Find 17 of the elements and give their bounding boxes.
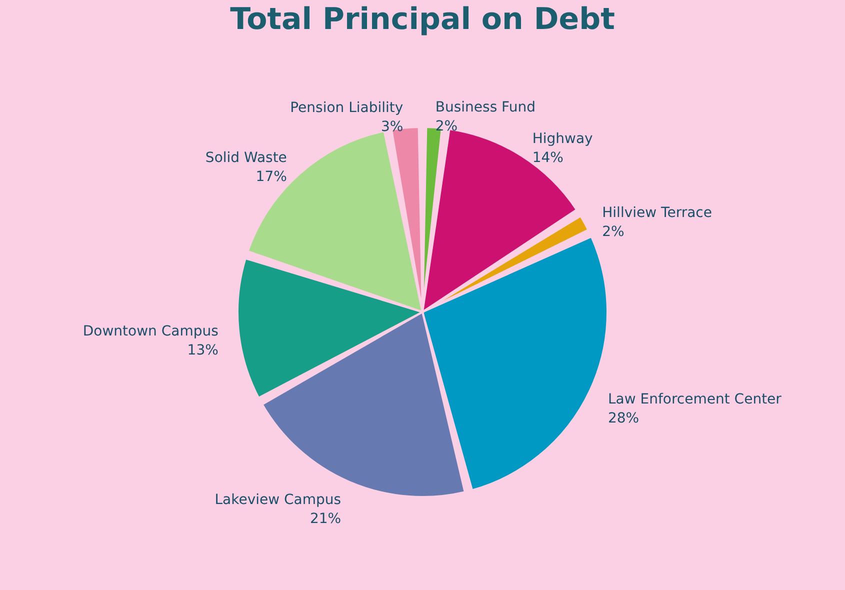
slice-label: Hillview Terrace xyxy=(602,205,712,222)
data-label: 2% xyxy=(435,118,458,134)
data-label: 28% xyxy=(608,410,640,426)
data-label: 21% xyxy=(310,511,342,528)
slice-label: Solid Waste xyxy=(205,150,287,166)
slice-label: Business Fund xyxy=(435,99,536,116)
slice-label: Highway xyxy=(532,130,593,147)
slice-label: Lakeview Campus xyxy=(214,492,342,508)
data-label: 13% xyxy=(187,342,218,358)
data-label: 17% xyxy=(256,169,287,186)
slice-label: Law Enforcement Center xyxy=(608,391,782,408)
slice-label: Pension Liability xyxy=(290,100,404,116)
data-label: 2% xyxy=(602,224,624,240)
data-label: 3% xyxy=(380,118,404,135)
data-label: 14% xyxy=(532,150,564,166)
slice-label: Downtown Campus xyxy=(82,323,218,340)
chart-title: Total Principal on Debt xyxy=(230,2,615,37)
